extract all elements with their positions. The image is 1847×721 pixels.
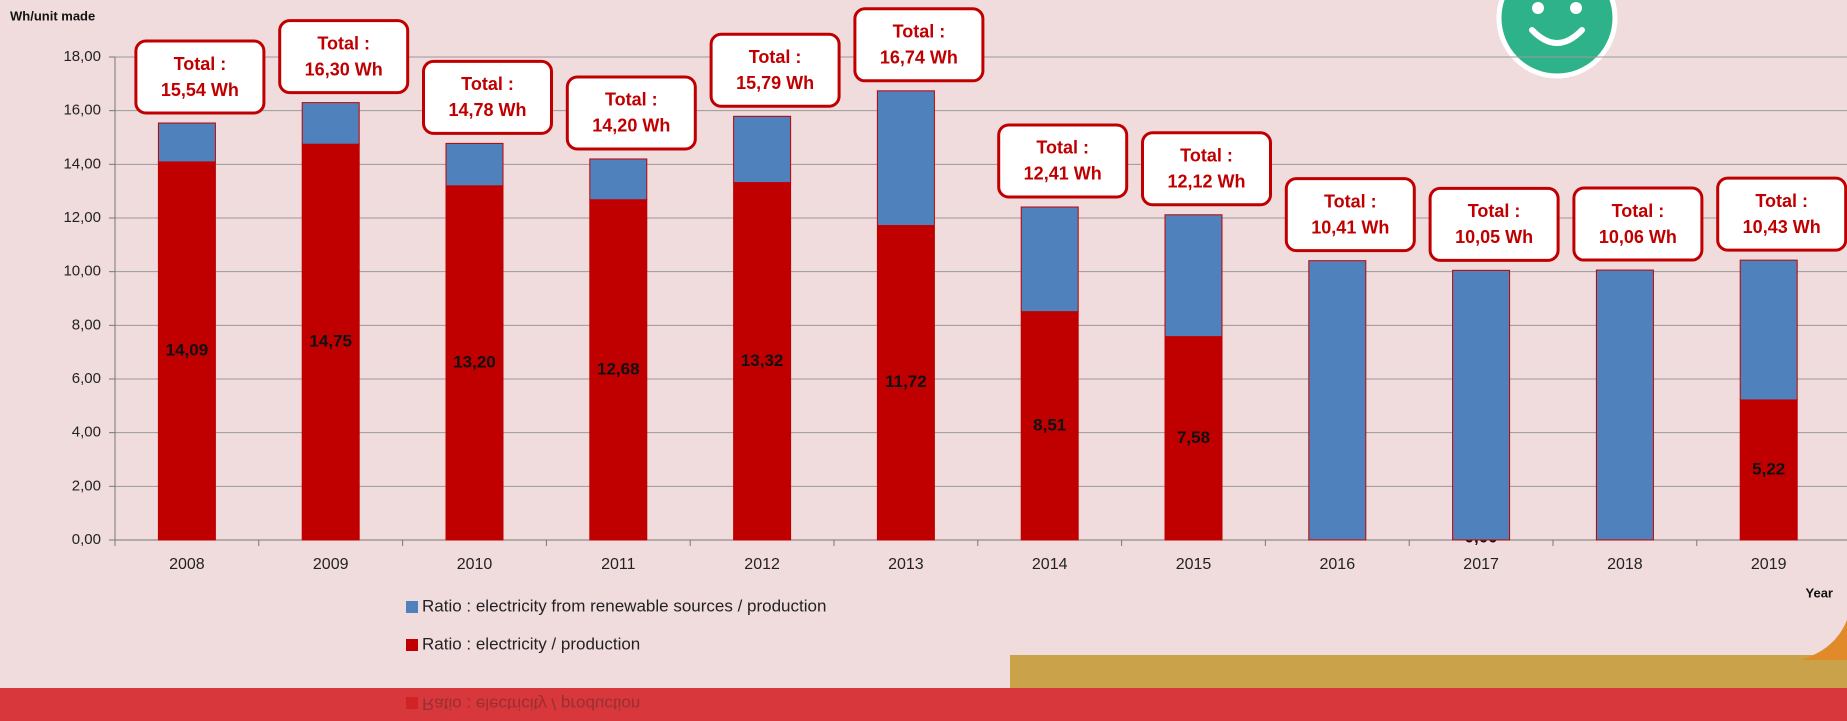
x-tick-label: 2010: [457, 556, 493, 573]
y-tick-label: 14,00: [63, 155, 101, 172]
total-prefix: Total :: [174, 54, 227, 74]
total-prefix: Total :: [1755, 191, 1808, 211]
legend-label: Ratio : electricity / production: [422, 634, 640, 653]
total-label: 12,41 Wh: [1024, 164, 1102, 184]
x-tick-label: 2008: [169, 556, 205, 573]
y-axis-title: Wh/unit made: [10, 8, 95, 23]
total-box: [136, 41, 264, 113]
y-tick-label: 2,00: [72, 477, 101, 494]
bar-segment: [1309, 261, 1366, 540]
y-tick-label: 4,00: [72, 424, 101, 441]
total-label: 10,05 Wh: [1455, 227, 1533, 247]
total-box: [999, 125, 1127, 197]
total-prefix: Total :: [1612, 201, 1665, 221]
y-tick-label: 18,00: [63, 48, 101, 65]
x-tick-label: 2014: [1032, 556, 1068, 573]
data-label: 13,20: [453, 352, 496, 371]
total-label: 12,12 Wh: [1167, 172, 1245, 192]
x-tick-label: 2018: [1607, 556, 1643, 573]
total-label: 15,79 Wh: [736, 73, 814, 93]
total-box: [1143, 133, 1271, 205]
chart: Wh/unit made Year 0,00 2,00 4,00 6,00 8,00 10…: [0, 0, 1847, 721]
total-prefix: Total :: [1180, 146, 1233, 166]
bar-segment: [1453, 270, 1510, 540]
bar-segment: [302, 103, 359, 145]
total-prefix: Total :: [1324, 191, 1377, 211]
y-tick-label: 8,00: [72, 316, 101, 333]
data-label: 8,51: [1033, 415, 1066, 434]
x-tick-label: 2011: [601, 556, 636, 573]
legend-swatch: [406, 601, 418, 613]
total-label: 10,06 Wh: [1599, 227, 1677, 247]
bar-segment: [446, 143, 503, 185]
x-axis-title: Year: [1806, 585, 1833, 600]
bar-segment: [1596, 270, 1653, 540]
corner-decoration: [1800, 620, 1847, 660]
x-tick-label: 2015: [1176, 556, 1212, 573]
total-box: [1286, 179, 1414, 251]
legend-label-reflection: Ratio : electricity / production: [422, 695, 640, 714]
y-tick-label: 6,00: [72, 370, 101, 387]
y-tick-label: 12,00: [63, 209, 101, 226]
total-box: [1574, 188, 1702, 260]
footer-band: [0, 688, 1847, 721]
data-label: 13,32: [741, 351, 784, 370]
total-label: 16,74 Wh: [880, 48, 958, 68]
total-box: [711, 34, 839, 106]
total-box: [1718, 178, 1846, 250]
total-prefix: Total :: [461, 74, 514, 94]
y-tick-label: 0,00: [72, 531, 101, 548]
total-label: 10,43 Wh: [1743, 217, 1821, 237]
total-box: [855, 9, 983, 81]
bar-segment: [1021, 207, 1078, 312]
smiley-eye: [1570, 2, 1582, 14]
total-prefix: Total :: [317, 33, 370, 53]
bar-segment: [1165, 215, 1222, 337]
total-box: [567, 77, 695, 149]
y-tick-label: 16,00: [63, 102, 101, 119]
data-label: 11,72: [885, 372, 927, 391]
data-label: 12,68: [597, 359, 640, 378]
total-prefix: Total :: [605, 90, 658, 110]
data-label: 5,22: [1752, 459, 1785, 478]
x-tick-label: 2012: [744, 556, 780, 573]
total-box: [280, 21, 408, 93]
y-tick-label: 10,00: [63, 263, 101, 280]
bar-segment: [1740, 260, 1797, 400]
bar-segment: [734, 116, 791, 182]
x-tick-label: 2016: [1320, 556, 1356, 573]
total-box: [424, 61, 552, 133]
total-prefix: Total :: [1036, 138, 1089, 158]
smiley-icon: [1499, 0, 1615, 76]
total-label: 16,30 Wh: [305, 59, 383, 79]
data-label: 14,75: [309, 332, 352, 351]
bar-segment: [158, 123, 215, 162]
total-prefix: Total :: [749, 47, 802, 67]
x-tick-label: 2017: [1463, 556, 1499, 573]
smiley-eye: [1532, 2, 1544, 14]
total-prefix: Total :: [893, 22, 946, 42]
x-tick-label: 2009: [313, 556, 349, 573]
total-label: 15,54 Wh: [161, 80, 239, 100]
legend-swatch-reflection: [406, 697, 418, 709]
data-label: 14,09: [166, 340, 209, 359]
legend-label: Ratio : electricity from renewable sourc…: [422, 596, 826, 615]
bar-segment: [877, 91, 934, 226]
data-label: 7,58: [1177, 428, 1210, 447]
x-tick-label: 2019: [1751, 556, 1787, 573]
total-label: 14,78 Wh: [448, 100, 526, 120]
total-label: 14,20 Wh: [592, 116, 670, 136]
total-prefix: Total :: [1468, 201, 1521, 221]
bar-segment: [590, 159, 647, 200]
total-box: [1430, 188, 1558, 260]
x-tick-label: 2013: [888, 556, 924, 573]
total-label: 10,41 Wh: [1311, 217, 1389, 237]
legend-swatch: [406, 639, 418, 651]
